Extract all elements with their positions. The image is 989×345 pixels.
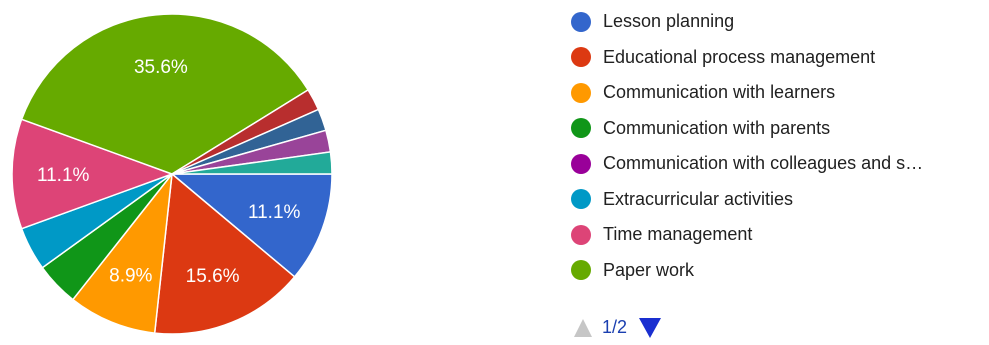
pie-slice[interactable] [11,118,175,230]
legend-swatch-icon [571,82,591,103]
next-page-icon[interactable] [639,317,662,338]
legend-swatch-icon [571,189,591,210]
pie-slice[interactable] [153,172,296,335]
legend-item[interactable]: Time management [571,217,923,253]
slice-label: 15.6% [186,266,240,287]
legend-item[interactable]: Extracurricular activities [571,182,923,218]
slice-label: 8.9% [109,266,152,287]
chart-legend: Lesson planning Educational process manag… [571,4,923,288]
pie-chart-svg: 11.1% 15.6% 8.9% 11.1% 35.6% [11,13,333,335]
slice-label: 11.1% [248,202,301,223]
legend-pager: 1/2 [574,317,662,338]
legend-label: Communication with colleagues and s… [603,153,924,174]
legend-label: Time management [603,224,753,245]
pie-slice[interactable] [169,173,333,278]
legend-label: Paper work [603,259,695,280]
legend-swatch-icon [571,118,591,139]
legend-label: Lesson planning [603,11,735,32]
pie-slice[interactable] [171,151,333,175]
legend-label: Extracurricular activities [603,188,794,209]
legend-swatch-icon [571,224,591,245]
legend-swatch-icon [571,47,591,68]
legend-swatch-icon [571,11,591,32]
legend-item[interactable]: Lesson planning [571,4,923,40]
legend-label: Educational process management [603,46,876,67]
previous-page-icon[interactable] [574,318,592,337]
slice-label: 11.1% [37,165,90,186]
legend-item[interactable]: Communication with colleagues and s… [571,146,923,182]
legend-item[interactable]: Communication with learners [571,75,923,111]
legend-swatch-icon [571,153,591,174]
page-indicator: 1/2 [602,317,628,337]
legend-item[interactable]: Educational process management [571,40,923,76]
legend-item[interactable]: Paper work [571,253,923,289]
legend-swatch-icon [571,260,591,281]
pie-slice[interactable] [71,171,174,334]
legend-item[interactable]: Communication with parents [571,111,923,147]
legend-label: Communication with parents [603,117,831,138]
legend-label: Communication with learners [603,82,836,103]
slice-label: 35.6% [134,57,188,78]
